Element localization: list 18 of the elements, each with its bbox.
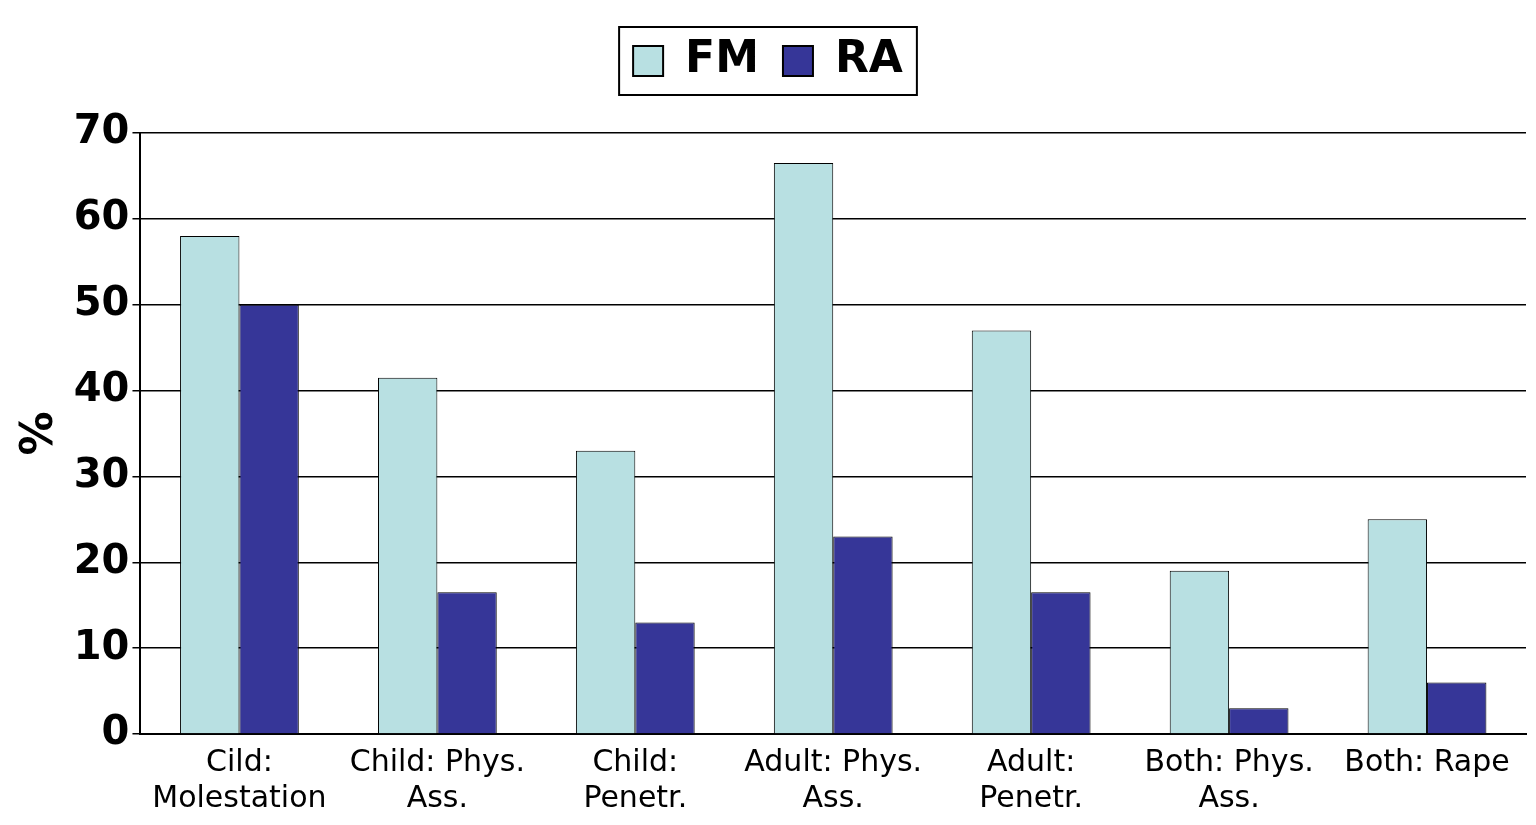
legend-label: FM [685, 31, 759, 83]
y-tick-label: 30 [73, 449, 130, 496]
x-tick-label: Adult: Phys. Ass. [744, 742, 923, 814]
y-tick-label: 0 [101, 707, 130, 754]
x-tick-label: Both: Rape [1344, 742, 1510, 778]
y-axis-title: % [10, 411, 62, 456]
x-tick-label: Adult: Penetr. [979, 742, 1084, 814]
legend-label: RA [834, 31, 903, 83]
y-tick-label: 10 [73, 621, 130, 668]
y-tick-label: 60 [73, 192, 130, 239]
y-tick-label: 50 [73, 278, 130, 325]
y-tick-label: 20 [73, 535, 130, 582]
x-tick-label: Child: Phys. Ass. [349, 742, 526, 814]
y-tick-label: 40 [73, 363, 130, 410]
x-tick-label: Cild: Molestation [152, 742, 327, 814]
y-tick-label: 70 [73, 106, 130, 153]
x-tick-label: Child: Penetr. [583, 742, 688, 814]
x-tick-label: Both: Phys. Ass. [1144, 742, 1314, 814]
